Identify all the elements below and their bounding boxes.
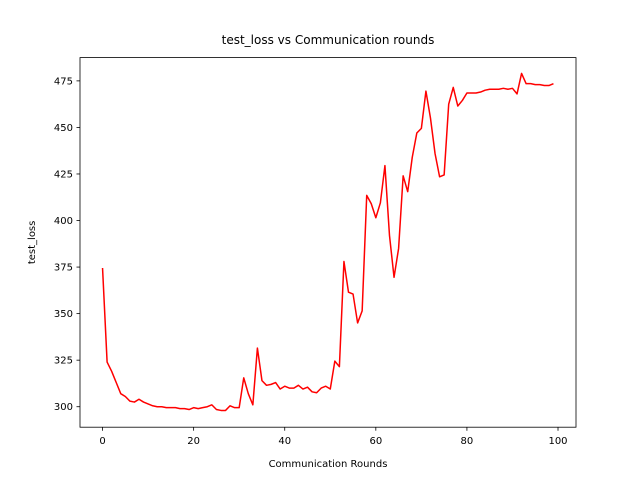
y-tick-label: 425 (54, 169, 73, 180)
y-tick-label: 350 (54, 309, 73, 320)
x-tick-label: 0 (99, 436, 105, 447)
y-tick-label: 325 (54, 356, 73, 367)
x-tick-label: 40 (278, 436, 291, 447)
x-tick-label: 20 (187, 436, 200, 447)
x-axis-label: Communication Rounds (269, 459, 388, 470)
x-tick-label: 60 (369, 436, 382, 447)
chart-title: test_loss vs Communication rounds (222, 33, 435, 47)
y-tick-label: 375 (54, 263, 73, 274)
y-tick-label: 475 (54, 76, 73, 87)
axes-frame (79, 57, 577, 428)
data-line (101, 72, 554, 412)
y-tick-label: 400 (54, 216, 73, 227)
x-tick-label: 100 (548, 436, 567, 447)
y-tick-label: 450 (54, 123, 73, 134)
y-axis-label: test_loss (27, 221, 38, 265)
x-tick-label: 80 (461, 436, 474, 447)
y-tick-label: 300 (54, 402, 73, 413)
